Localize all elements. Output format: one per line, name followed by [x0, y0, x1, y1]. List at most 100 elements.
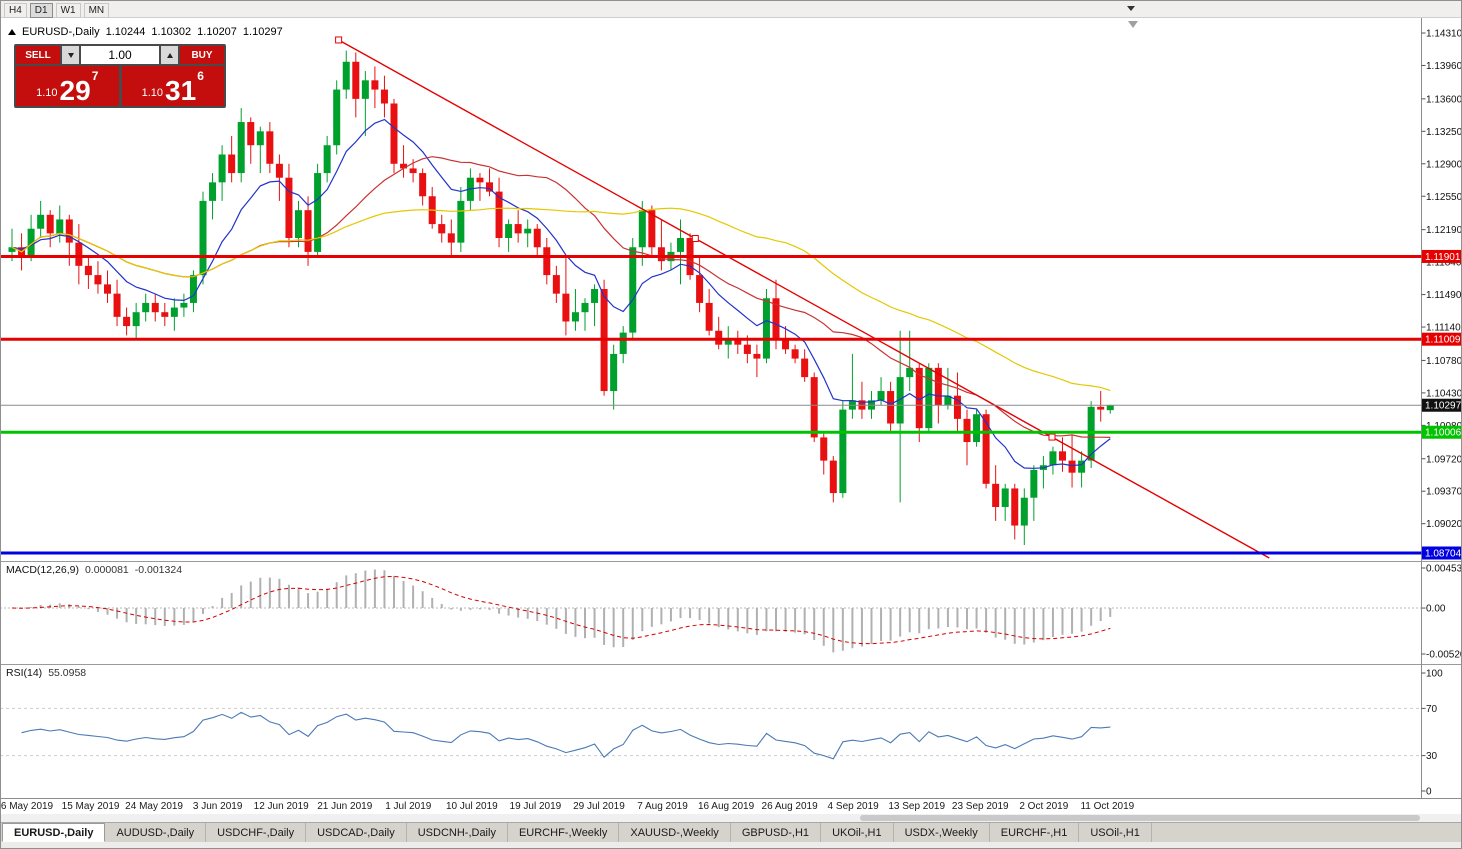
svg-text:1.09720: 1.09720 — [1426, 454, 1462, 465]
ask-pip-digit: 6 — [197, 69, 204, 83]
chart-title: EURUSD-,Daily 1.10244 1.10302 1.10207 1.… — [8, 26, 289, 38]
macd-name: MACD(12,26,9) — [6, 564, 79, 576]
svg-text:70: 70 — [1426, 704, 1438, 715]
svg-text:0.004536: 0.004536 — [1426, 564, 1462, 575]
timeframe-button-h4[interactable]: H4 — [4, 2, 27, 18]
svg-text:1.11490: 1.11490 — [1426, 290, 1462, 301]
triangle-up-icon — [166, 52, 173, 58]
date-label: 26 Aug 2019 — [761, 801, 818, 812]
date-label: 12 Jun 2019 — [253, 801, 309, 812]
volume-increase-button[interactable] — [161, 46, 178, 64]
svg-text:30: 30 — [1426, 751, 1438, 762]
status-strip — [0, 842, 1462, 849]
svg-text:100: 100 — [1426, 669, 1443, 680]
timeframe-button-mn[interactable]: MN — [83, 2, 110, 18]
chart-tabs-bar: EURUSD-,Daily AUDUSD-,Daily USDCHF-,Daily U… — [0, 822, 1462, 842]
chart-tab-audusd-daily[interactable]: AUDUSD-,Daily — [105, 823, 207, 842]
date-label: 23 Sep 2019 — [951, 801, 1009, 812]
price-chart-svg[interactable]: 1.14310 1.13960 1.13600 1.13250 1.12900 1.125… — [0, 18, 1462, 798]
toolbar-dropdown-icon[interactable] — [1127, 6, 1135, 11]
rsi-current-value: 55.0958 — [48, 667, 87, 679]
symbol-period-label: EURUSD-,Daily — [22, 26, 100, 38]
svg-text:1.13960: 1.13960 — [1426, 61, 1462, 72]
svg-text:1.11901: 1.11901 — [1425, 252, 1461, 263]
svg-text:1.11009: 1.11009 — [1425, 335, 1461, 346]
svg-text:1.12190: 1.12190 — [1426, 225, 1462, 236]
macd-indicator-label: MACD(12,26,9) 0.000081 -0.001324 — [6, 564, 182, 576]
sell-button[interactable]: SELL — [16, 46, 60, 64]
date-label: 29 Jul 2019 — [573, 801, 625, 812]
scrollbar-thumb[interactable] — [860, 815, 1420, 821]
chart-tab-gbpusd-h1[interactable]: GBPUSD-,H1 — [731, 823, 822, 842]
chart-tab-eurchf-h1[interactable]: EURCHF-,H1 — [990, 823, 1080, 842]
date-label: 24 May 2019 — [125, 801, 184, 812]
chart-tab-eurusd-daily[interactable]: EURUSD-,Daily — [2, 823, 106, 842]
low-value: 1.10207 — [197, 26, 237, 38]
sell-price-button[interactable]: 1.10 29 7 — [16, 66, 119, 106]
svg-text:1.10780: 1.10780 — [1426, 356, 1462, 367]
high-value: 1.10302 — [151, 26, 192, 38]
svg-text:1.11140: 1.11140 — [1426, 323, 1461, 334]
chart-tab-usdchf-daily[interactable]: USDCHF-,Daily — [206, 823, 307, 842]
svg-text:1.13600: 1.13600 — [1426, 94, 1462, 105]
ask-big-digits: 31 — [165, 75, 197, 106]
date-label: 13 Sep 2019 — [888, 801, 946, 812]
ask-prefix: 1.10 — [141, 87, 164, 99]
chart-tab-eurchf-weekly[interactable]: EURCHF-,Weekly — [508, 823, 620, 842]
date-label: 19 Jul 2019 — [509, 801, 562, 812]
bid-pip-digit: 7 — [91, 69, 99, 83]
rsi-name: RSI(14) — [6, 667, 43, 679]
date-label: 6 May 2019 — [0, 801, 54, 812]
timeframe-button-d1[interactable]: D1 — [29, 2, 53, 18]
svg-text:0.00: 0.00 — [1426, 604, 1446, 615]
svg-text:1.10430: 1.10430 — [1426, 388, 1462, 399]
svg-text:1.09370: 1.09370 — [1426, 487, 1462, 498]
trade-panel-prices: 1.10 29 7 1.10 31 6 — [16, 66, 224, 106]
date-label: 3 Jun 2019 — [192, 801, 243, 812]
date-label: 16 Aug 2019 — [697, 801, 755, 812]
svg-text:1.08704: 1.08704 — [1425, 549, 1462, 560]
chart-tab-usdcad-daily[interactable]: USDCAD-,Daily — [306, 823, 407, 842]
volume-input[interactable] — [81, 46, 159, 64]
chart-tab-ukoil-h1[interactable]: UKOil-,H1 — [821, 823, 894, 842]
bid-big-digits: 29 — [59, 75, 91, 106]
timeframe-buttons: H4 D1 W1 MN — [4, 0, 112, 18]
tick-up-icon — [8, 29, 16, 35]
svg-text:1.13250: 1.13250 — [1426, 127, 1462, 138]
close-value: 1.10297 — [242, 26, 283, 38]
date-label: 10 Jul 2019 — [445, 801, 498, 812]
chart-tab-usdx-weekly[interactable]: USDX-,Weekly — [894, 823, 990, 842]
date-label: 21 Jun 2019 — [317, 801, 373, 812]
macd-signal-value: -0.001324 — [134, 564, 183, 576]
svg-text:1.12900: 1.12900 — [1426, 159, 1462, 170]
svg-text:-0.005205: -0.005205 — [1426, 650, 1462, 661]
timeframe-button-w1[interactable]: W1 — [55, 2, 81, 18]
bid-prefix: 1.10 — [36, 87, 58, 99]
date-label: 11 Oct 2019 — [1080, 801, 1135, 812]
buy-price-button[interactable]: 1.10 31 6 — [121, 66, 224, 106]
svg-text:1.10297: 1.10297 — [1425, 401, 1462, 412]
date-label: 4 Sep 2019 — [827, 801, 879, 812]
timeframe-toolbar: H4 D1 W1 MN — [0, 0, 1462, 18]
open-value: 1.10244 — [105, 26, 146, 38]
date-label: 15 May 2019 — [61, 801, 120, 812]
buy-button[interactable]: BUY — [180, 46, 224, 64]
date-axis[interactable]: 6 May 2019 15 May 2019 24 May 2019 3 Jun 20… — [0, 798, 1462, 814]
chart-tab-xauusd-weekly[interactable]: XAUUSD-,Weekly — [619, 823, 731, 842]
horizontal-scrollbar[interactable] — [0, 814, 1462, 822]
chart-tab-usoil-h1[interactable]: USOil-,H1 — [1079, 823, 1152, 842]
svg-text:1.09020: 1.09020 — [1426, 519, 1462, 530]
rsi-indicator-label: RSI(14) 55.0958 — [6, 667, 86, 679]
svg-text:0: 0 — [1426, 787, 1432, 798]
svg-text:1.10006: 1.10006 — [1425, 428, 1462, 439]
svg-text:1.12550: 1.12550 — [1426, 192, 1462, 203]
chart-area[interactable]: 1.14310 1.13960 1.13600 1.13250 1.12900 1.125… — [0, 18, 1462, 798]
date-label: 2 Oct 2019 — [1019, 801, 1069, 812]
volume-decrease-button[interactable] — [62, 46, 79, 64]
trade-panel-controls: SELL BUY — [16, 46, 224, 64]
macd-main-value: 0.000081 — [84, 564, 129, 576]
date-label: 7 Aug 2019 — [637, 801, 688, 812]
svg-text:1.14310: 1.14310 — [1426, 29, 1462, 40]
chart-tab-usdcnh-daily[interactable]: USDCNH-,Daily — [407, 823, 508, 842]
